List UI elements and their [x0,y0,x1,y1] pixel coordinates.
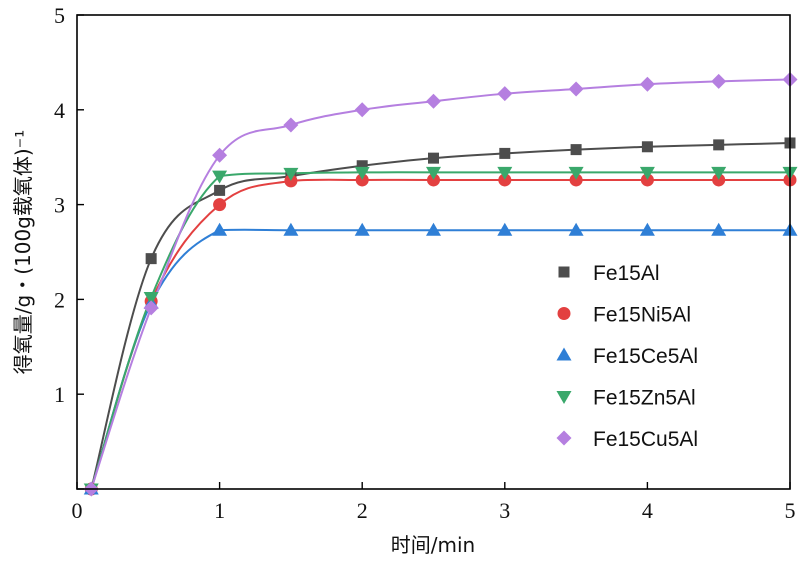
data-point [498,173,512,187]
data-point [568,166,584,180]
series-Fe15Al [90,141,791,490]
x-tick-label: 1 [214,498,225,523]
data-point [497,166,513,180]
x-tick-label: 2 [357,498,368,523]
y-tick-label: 3 [54,193,65,218]
data-point [283,167,299,181]
data-point [212,147,228,163]
legend-marker [556,391,572,404]
series-line [90,171,790,490]
x-tick-label: 5 [785,498,796,523]
data-point [354,166,370,180]
legend-label: Fe15Ni5Al [593,304,691,327]
x-tick-label: 3 [499,498,510,523]
data-point [570,144,582,156]
series-line [90,141,791,490]
data-point [143,292,159,306]
legend-marker [558,266,570,278]
legend-marker [557,307,571,320]
data-point [212,170,228,184]
data-point [712,173,726,187]
data-point [713,139,725,151]
legend-item: Fe15Ce5Al [556,345,698,368]
data-point [145,253,157,265]
data-point [639,222,655,236]
data-point [568,222,584,236]
series-line [90,228,790,490]
data-point [639,76,655,92]
data-point [499,147,511,159]
legend: Fe15Al Fe15Ni5Al Fe15Ce5Al Fe15Zn5Al Fe15Cu5… [556,262,698,451]
x-tick-label: 0 [72,498,83,523]
data-point [711,73,727,89]
axis-ticks: 0 1 2 3 4 5 1 2 3 4 5 [54,3,796,523]
legend-item: Fe15Al [558,262,660,285]
y-tick-label: 5 [54,3,65,28]
data-point [640,173,654,187]
data-point [356,160,368,172]
legend-label: Fe15Zn5Al [593,387,696,410]
data-point [213,198,227,212]
data-point [354,222,370,236]
data-point [427,173,440,187]
x-tick-label: 4 [642,498,653,523]
data-point [639,166,655,180]
data-point [497,86,513,102]
data-point [214,184,226,196]
data-point [711,166,727,180]
data-point [283,117,299,133]
series-Fe15Zn5Al [90,171,790,490]
x-axis-title: 时间/min [391,533,475,557]
data-point [641,141,653,153]
legend-item: Fe15Cu5Al [556,428,698,451]
y-tick-label: 2 [54,287,65,312]
data-point [426,166,441,180]
series-line [90,78,791,490]
y-tick-label: 4 [54,98,65,123]
data-point [497,222,513,236]
series-Fe15Ce5Al [90,228,790,490]
y-axis-title: 得氧量/g・(100g载氧体)⁻¹ [11,130,35,374]
data-point [212,222,228,236]
legend-item: Fe15Ni5Al [557,304,691,327]
legend-marker [556,430,572,446]
legend-label: Fe15Al [593,262,660,285]
data-point [568,81,584,97]
legend-marker [556,347,572,361]
data-point [143,300,159,316]
data-point [711,222,727,236]
data-point [569,173,583,187]
data-point [283,222,299,236]
data-point [426,93,441,109]
plot-frame [76,14,791,490]
legend-label: Fe15Cu5Al [593,428,698,451]
data-point [355,173,369,187]
data-point [428,152,439,164]
y-tick-label: 1 [54,382,65,407]
data-point [284,174,298,188]
series-points-Fe15Cu5Al [83,71,798,497]
legend-item: Fe15Zn5Al [556,387,696,410]
data-point [426,222,441,236]
series-Fe15Cu5Al [90,78,791,490]
legend-label: Fe15Ce5Al [593,345,698,368]
data-point [354,102,370,118]
